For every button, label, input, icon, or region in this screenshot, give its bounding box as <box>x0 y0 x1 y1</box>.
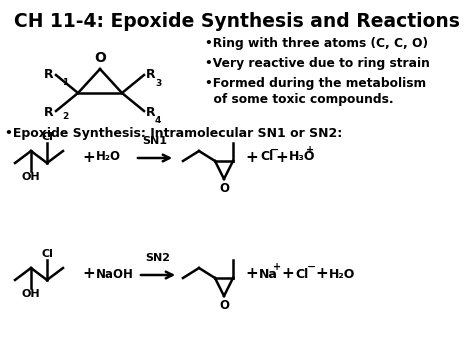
Text: −: − <box>270 145 279 155</box>
Text: +: + <box>315 267 328 282</box>
Text: •Epoxide Synthesis: Intramolecular SN1 or SN2:: •Epoxide Synthesis: Intramolecular SN1 o… <box>5 127 342 140</box>
Text: R: R <box>146 105 155 119</box>
Text: •Formed during the metabolism: •Formed during the metabolism <box>205 77 426 90</box>
Text: •Ring with three atoms (C, C, O): •Ring with three atoms (C, C, O) <box>205 37 428 50</box>
Text: CH 11-4: Epoxide Synthesis and Reactions: CH 11-4: Epoxide Synthesis and Reactions <box>14 12 460 31</box>
Text: •Very reactive due to ring strain: •Very reactive due to ring strain <box>205 57 430 70</box>
Text: R: R <box>146 67 155 81</box>
Text: R: R <box>45 105 54 119</box>
Text: +: + <box>273 262 281 272</box>
Text: H₂O: H₂O <box>96 151 121 164</box>
Text: OH: OH <box>22 289 40 299</box>
Text: R: R <box>45 67 54 81</box>
Text: OH: OH <box>22 172 40 182</box>
Text: +: + <box>82 267 95 282</box>
Text: +: + <box>82 149 95 164</box>
Text: H₂O: H₂O <box>329 268 356 280</box>
Text: +: + <box>306 145 314 155</box>
Text: +: + <box>245 267 258 282</box>
Text: 2: 2 <box>62 112 68 121</box>
Text: 3: 3 <box>155 79 161 88</box>
Text: 1: 1 <box>62 78 68 87</box>
Text: O: O <box>219 182 229 195</box>
Text: +: + <box>245 149 258 164</box>
Text: SN2: SN2 <box>146 253 171 263</box>
Text: H₃O: H₃O <box>289 151 316 164</box>
Text: Cl: Cl <box>41 249 53 259</box>
Text: −: − <box>307 262 316 272</box>
Text: of some toxic compounds.: of some toxic compounds. <box>205 93 393 106</box>
Text: NaOH: NaOH <box>96 268 134 280</box>
Text: +: + <box>281 267 294 282</box>
Text: 4: 4 <box>155 116 161 125</box>
Text: Cl: Cl <box>260 151 273 164</box>
Text: Na: Na <box>259 268 278 280</box>
Text: Cl: Cl <box>295 268 308 280</box>
Text: Cl: Cl <box>41 132 53 142</box>
Text: O: O <box>219 299 229 312</box>
Text: +: + <box>275 149 288 164</box>
Text: SN1: SN1 <box>143 136 167 146</box>
Text: O: O <box>94 51 106 65</box>
